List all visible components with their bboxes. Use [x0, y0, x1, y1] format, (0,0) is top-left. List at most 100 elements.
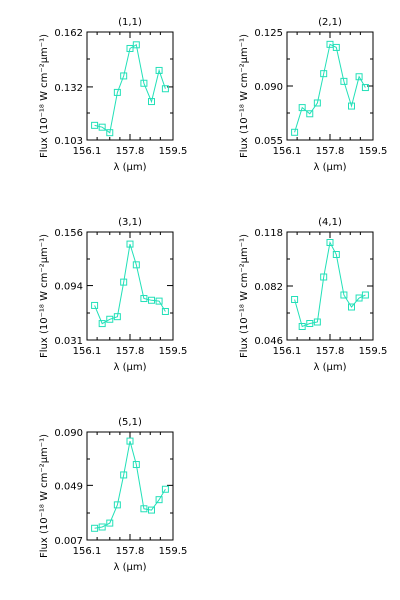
x-tick-label: 156.1 [273, 346, 302, 357]
x-tick-label: 157.8 [116, 346, 145, 357]
data-point [126, 44, 134, 52]
data-point [306, 320, 314, 327]
data-point [91, 524, 99, 532]
data-point [332, 251, 340, 258]
data-point [120, 278, 128, 286]
data-point [355, 73, 363, 81]
data-point [155, 297, 163, 305]
x-tick-label: 159.5 [159, 346, 188, 357]
y-tick-label: 0.007 [54, 536, 83, 547]
data-point [106, 519, 114, 527]
data-point [148, 506, 155, 514]
x-tick-label: 157.8 [316, 346, 345, 357]
data-point [298, 104, 306, 112]
data-point [340, 77, 348, 85]
x-tick-label: 157.8 [116, 546, 145, 557]
data-point [113, 88, 121, 96]
y-tick-label: 0.049 [54, 481, 83, 492]
plot-frame [86, 231, 174, 341]
data-point [361, 84, 369, 92]
y-tick-label: 0.090 [254, 82, 283, 93]
x-axis-label: λ (μm) [313, 162, 346, 173]
x-tick-label: 159.5 [359, 146, 388, 157]
y-tick-label: 0.156 [54, 228, 83, 239]
x-axis-label: λ (μm) [113, 362, 146, 373]
panel-5: (5,1) 156.1 157.8 159.5 0.007 0.049 0.090 λ (μm… [39, 417, 187, 573]
panel-title: (4,1) [318, 217, 342, 228]
data-point [155, 496, 163, 504]
data-point [106, 129, 114, 137]
panel-2: (2,1) 156.1 157.8 159.5 0.055 0.090 0.125 λ (μm… [239, 17, 387, 173]
series-line [94, 440, 166, 529]
panel-title: (3,1) [118, 217, 142, 228]
data-point [106, 315, 114, 323]
x-axis-label: λ (μm) [313, 362, 346, 373]
data-point [313, 99, 321, 107]
panel-4: (4,1) 156.1 157.8 159.5 0.046 0.082 0.118 λ (μm… [239, 217, 387, 373]
panel-title: (2,1) [318, 17, 342, 28]
series-line [294, 43, 366, 133]
data-point [320, 273, 328, 281]
y-tick-label: 0.031 [54, 336, 83, 347]
data-point [113, 313, 121, 321]
x-tick-label: 159.5 [159, 546, 188, 557]
data-point [132, 41, 140, 49]
data-point [291, 296, 299, 303]
x-tick-label: 157.8 [316, 146, 345, 157]
data-point [98, 123, 106, 131]
data-point [126, 437, 134, 445]
data-point [361, 291, 369, 299]
y-tick-label: 0.055 [254, 136, 283, 147]
data-point [306, 110, 314, 118]
data-point [140, 295, 148, 303]
y-tick-label: 0.046 [254, 336, 283, 347]
panel-1: (1,1) 156.1 157.8 159.5 0.103 0.132 0.162 λ (μm… [39, 17, 187, 173]
series-line [94, 243, 166, 325]
data-point [98, 320, 106, 328]
data-point [313, 318, 321, 326]
data-point [132, 261, 140, 269]
data-point [298, 323, 306, 330]
data-point [120, 471, 128, 479]
y-tick-label: 0.082 [254, 282, 283, 293]
y-axis-label: Flux (10⁻¹⁸ W cm⁻²μm⁻¹) [39, 434, 50, 558]
data-point [140, 79, 148, 87]
x-tick-label: 159.5 [359, 346, 388, 357]
data-point [155, 66, 163, 74]
data-point [148, 98, 155, 106]
data-point [326, 239, 334, 246]
y-axis-label: Flux (10⁻¹⁸ W cm⁻²μm⁻¹) [39, 34, 50, 158]
y-axis-label: Flux (10⁻¹⁸ W cm⁻²μm⁻¹) [39, 234, 50, 358]
y-tick-label: 0.103 [54, 136, 83, 147]
data-point [132, 461, 140, 469]
panel-title: (1,1) [118, 17, 142, 28]
data-point [113, 501, 121, 509]
x-tick-label: 156.1 [73, 546, 102, 557]
y-tick-label: 0.090 [54, 428, 83, 439]
y-tick-label: 0.162 [54, 28, 83, 39]
series-line [294, 240, 366, 328]
data-point [340, 291, 348, 299]
x-tick-label: 159.5 [159, 146, 188, 157]
data-point [126, 240, 134, 248]
data-point [120, 72, 128, 80]
x-axis-label: λ (μm) [113, 162, 146, 173]
y-tick-label: 0.118 [254, 228, 283, 239]
data-point [291, 128, 299, 136]
y-tick-label: 0.094 [54, 282, 83, 293]
data-point [140, 505, 148, 513]
y-tick-label: 0.132 [54, 83, 83, 94]
data-point [348, 102, 355, 110]
y-tick-label: 0.125 [254, 28, 283, 39]
series-line [94, 44, 166, 134]
data-point [148, 296, 155, 304]
x-tick-label: 156.1 [73, 346, 102, 357]
x-tick-label: 156.1 [73, 146, 102, 157]
data-point [161, 485, 169, 493]
data-point [348, 303, 355, 311]
plot-frame [286, 31, 374, 141]
y-axis-label: Flux (10⁻¹⁸ W cm⁻²μm⁻¹) [239, 34, 250, 158]
data-point [332, 43, 340, 51]
x-tick-label: 156.1 [273, 146, 302, 157]
